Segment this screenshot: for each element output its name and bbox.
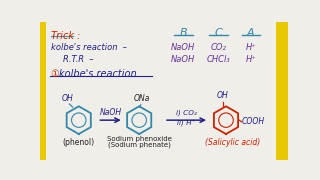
Text: (Sodium phenate): (Sodium phenate) (108, 142, 171, 148)
Text: (Salicylic acid): (Salicylic acid) (204, 138, 260, 147)
Text: ONa: ONa (134, 94, 150, 103)
Text: NaOH: NaOH (171, 55, 196, 64)
Text: R.T.R  –: R.T.R – (63, 55, 94, 64)
Text: H⁺: H⁺ (245, 43, 256, 52)
Text: kolbe's reaction  –: kolbe's reaction – (51, 43, 127, 52)
FancyBboxPatch shape (276, 22, 288, 160)
Text: kolbe's reaction: kolbe's reaction (59, 69, 136, 79)
Text: ii) H⁺: ii) H⁺ (177, 120, 196, 127)
Text: Trick :: Trick : (51, 31, 80, 41)
Text: H⁺: H⁺ (245, 55, 256, 64)
Text: B: B (180, 28, 187, 38)
Text: i) CO₂: i) CO₂ (176, 109, 197, 116)
Text: NaOH: NaOH (171, 43, 196, 52)
Text: CHCl₃: CHCl₃ (206, 55, 230, 64)
Text: ①: ① (50, 69, 59, 79)
Text: A: A (247, 28, 255, 38)
Text: CO₂: CO₂ (210, 43, 226, 52)
FancyBboxPatch shape (40, 22, 46, 160)
Text: OH: OH (62, 94, 74, 103)
Text: C: C (214, 28, 222, 38)
Text: (phenol): (phenol) (63, 138, 95, 147)
Text: NaOH: NaOH (100, 108, 122, 117)
Text: OH: OH (217, 91, 229, 100)
Text: Sodium phenoxide: Sodium phenoxide (107, 136, 172, 142)
Text: COOH: COOH (242, 117, 265, 126)
